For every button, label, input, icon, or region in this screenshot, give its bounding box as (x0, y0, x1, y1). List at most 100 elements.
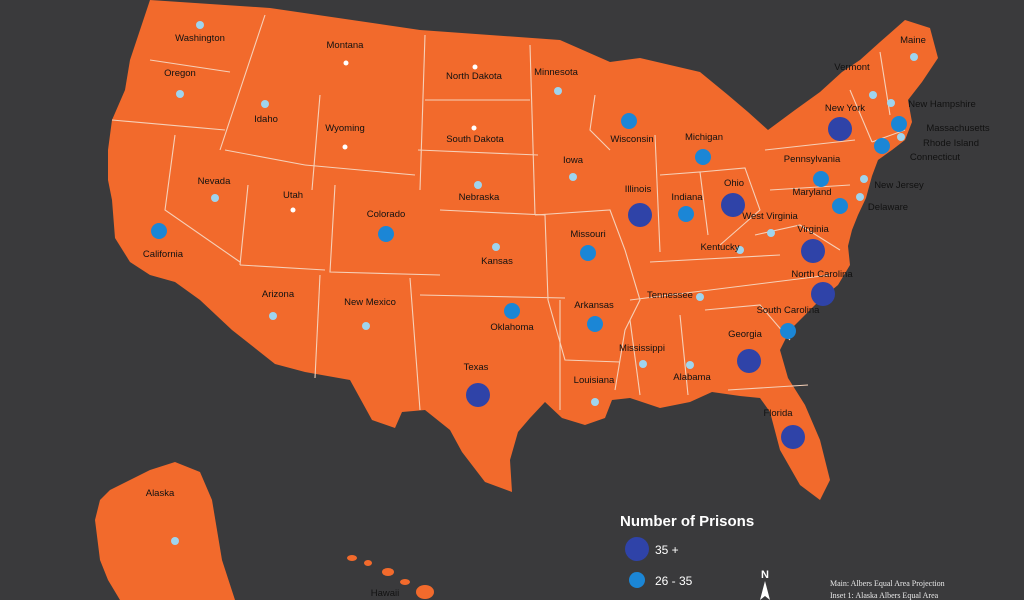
label-north-carolina: North Carolina (791, 269, 853, 280)
label-michigan: Michigan (685, 132, 723, 143)
marker-louisiana (591, 398, 599, 406)
label-new-jersey: New Jersey (874, 180, 924, 191)
marker-washington (196, 21, 204, 29)
label-nevada: Nevada (198, 176, 231, 187)
legend-marker-large (625, 537, 649, 561)
label-indiana: Indiana (671, 192, 703, 203)
marker-west-virginia (767, 229, 775, 237)
marker-idaho (261, 100, 269, 108)
label-vermont: Vermont (834, 62, 870, 73)
marker-kansas (492, 243, 500, 251)
marker-maine (910, 53, 918, 61)
marker-iowa (569, 173, 577, 181)
label-connecticut: Connecticut (910, 152, 961, 163)
marker-connecticut (874, 138, 890, 154)
label-arizona: Arizona (262, 289, 295, 300)
marker-florida (781, 425, 805, 449)
marker-oregon (176, 90, 184, 98)
marker-vermont (869, 91, 877, 99)
label-maryland: Maryland (792, 187, 831, 198)
label-maine: Maine (900, 35, 926, 46)
marker-arkansas (587, 316, 603, 332)
label-ohio: Ohio (724, 178, 744, 189)
marker-alaska (171, 537, 179, 545)
marker-ohio (721, 193, 745, 217)
marker-minnesota (554, 87, 562, 95)
label-texas: Texas (464, 362, 489, 373)
label-massachusetts: Massachusetts (926, 123, 990, 134)
label-montana: Montana (327, 40, 365, 51)
marker-north-dakota (472, 64, 478, 70)
north-arrow: N (760, 569, 770, 600)
label-pennsylvania: Pennsylvania (784, 154, 841, 165)
label-north-dakota: North Dakota (446, 71, 503, 82)
projection-credit-inset: Inset 1: Alaska Albers Equal Area (830, 591, 939, 600)
label-missouri: Missouri (570, 229, 605, 240)
label-alabama: Alabama (673, 372, 711, 383)
label-idaho: Idaho (254, 114, 278, 125)
marker-wisconsin (621, 113, 637, 129)
label-kentucky: Kentucky (700, 242, 739, 253)
label-west-virginia: West Virginia (742, 211, 798, 222)
label-oregon: Oregon (164, 68, 196, 79)
label-new-york: New York (825, 103, 865, 114)
label-mississippi: Mississippi (619, 343, 665, 354)
label-louisiana: Louisiana (574, 375, 615, 386)
north-label: N (761, 569, 769, 581)
marker-colorado (378, 226, 394, 242)
label-colorado: Colorado (367, 209, 406, 220)
marker-tennessee (696, 293, 704, 301)
marker-georgia (737, 349, 761, 373)
marker-new-jersey (860, 175, 868, 183)
alaska-landmass (95, 462, 235, 600)
marker-illinois (628, 203, 652, 227)
label-new-mexico: New Mexico (344, 297, 396, 308)
label-georgia: Georgia (728, 329, 763, 340)
label-florida: Florida (763, 408, 793, 419)
marker-new-york (828, 117, 852, 141)
label-minnesota: Minnesota (534, 67, 579, 78)
marker-massachusetts (891, 116, 907, 132)
contiguous-us-landmass (108, 0, 938, 500)
label-virginia: Virginia (797, 224, 829, 235)
hawaii-islands (347, 555, 434, 599)
projection-credit-main: Main: Albers Equal Area Projection (830, 579, 945, 588)
legend-label-large: 35 + (655, 543, 679, 557)
legend: Number of Prisons 35 + 26 - 35 (620, 513, 754, 588)
marker-south-dakota (471, 125, 477, 131)
marker-texas (466, 383, 490, 407)
state-labels: Washington Oregon Idaho Montana Wyoming North… (143, 33, 990, 599)
prison-count-markers (151, 21, 918, 545)
label-rhode-island: Rhode Island (923, 138, 979, 149)
marker-arizona (269, 312, 277, 320)
marker-utah (290, 207, 296, 213)
legend-label-medium: 26 - 35 (655, 574, 693, 588)
marker-new-mexico (362, 322, 370, 330)
marker-north-carolina (811, 282, 835, 306)
label-nebraska: Nebraska (459, 192, 500, 203)
label-california: California (143, 249, 184, 260)
legend-title: Number of Prisons (620, 513, 754, 530)
marker-maryland (832, 198, 848, 214)
marker-south-carolina (780, 323, 796, 339)
marker-montana (343, 60, 349, 66)
label-south-dakota: South Dakota (446, 134, 504, 145)
marker-nevada (211, 194, 219, 202)
marker-wyoming (342, 144, 348, 150)
label-oklahoma: Oklahoma (490, 322, 534, 333)
marker-rhode-island (897, 133, 905, 141)
label-south-carolina: South Carolina (757, 305, 821, 316)
label-wisconsin: Wisconsin (610, 134, 653, 145)
label-wyoming: Wyoming (325, 123, 365, 134)
marker-california (151, 223, 167, 239)
label-new-hampshire: New Hampshire (908, 99, 976, 110)
marker-missouri (580, 245, 596, 261)
marker-pennsylvania (813, 171, 829, 187)
marker-michigan (695, 149, 711, 165)
label-utah: Utah (283, 190, 303, 201)
label-arkansas: Arkansas (574, 300, 614, 311)
label-kansas: Kansas (481, 256, 513, 267)
marker-delaware (856, 193, 864, 201)
marker-nebraska (474, 181, 482, 189)
